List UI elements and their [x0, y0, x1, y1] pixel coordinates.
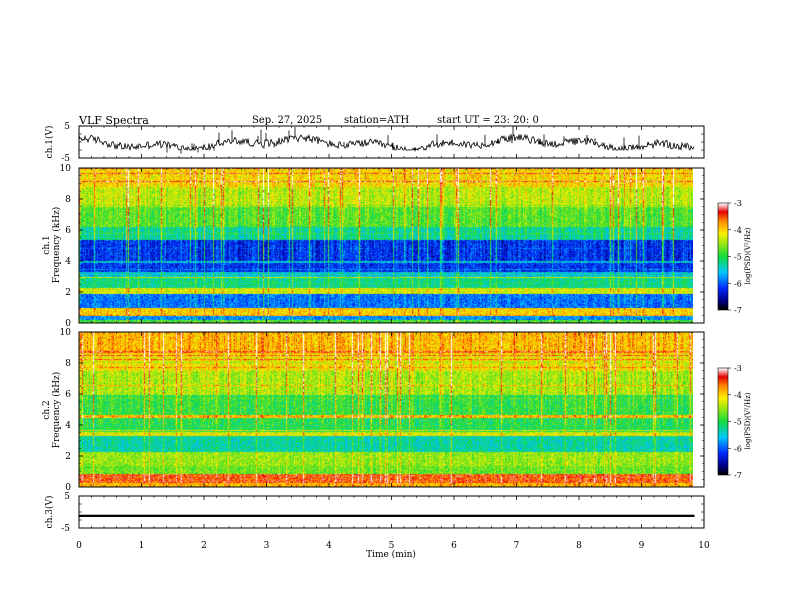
x-tick-label: 10: [698, 541, 710, 551]
ch3-ytick-top: 5: [64, 492, 70, 502]
figure-title: VLF Spectra: [78, 114, 149, 127]
y-tick-label: 8: [65, 359, 71, 369]
ch3-voltage-panel: 5 -5 ch.3(V): [44, 492, 705, 534]
ch1-spectrogram-channel-label: ch.1: [42, 235, 52, 254]
x-tick-label: 0: [76, 541, 82, 551]
ch3-voltage-ylabel: ch.3(V): [44, 496, 55, 529]
ch2-spectrogram-image: [79, 332, 693, 487]
colorbar-tick-label: -7: [734, 471, 742, 480]
ch2-spectrogram-ylabel: Frequency (kHz): [51, 372, 62, 449]
colorbar-tick-label: -4: [734, 226, 742, 235]
y-tick-label: 10: [60, 164, 72, 174]
ch2-spectrogram-channel-label: ch.2: [42, 400, 52, 419]
y-tick-label: 4: [65, 421, 71, 431]
ch1-ytick-top: 5: [64, 122, 70, 132]
ch1-spectrogram-ylabel: Frequency (kHz): [51, 207, 62, 284]
ch2-colorbar-label: log(PSD)(V²/Hz): [744, 392, 752, 449]
x-tick-label: 3: [264, 541, 270, 551]
colorbar-tick-label: -3: [734, 199, 742, 208]
ch3-voltage-frame: [78, 495, 705, 529]
colorbar-tick-label: -5: [734, 253, 742, 262]
start-ut-label: start UT = 23: 20: 0: [437, 115, 539, 126]
station-label: station=ATH: [344, 115, 410, 126]
colorbar-tick-label: -6: [734, 444, 742, 453]
ch1-spectrogram-yticks: 0 2 4 6 8 10: [60, 164, 704, 329]
ch1-colorbar-label: log(PSD)(V²/Hz): [744, 227, 752, 284]
x-tick-label: 2: [201, 541, 207, 551]
ch1-voltage-frame: [78, 125, 705, 159]
x-tick-label: 4: [326, 541, 332, 551]
y-tick-label: 2: [65, 288, 71, 298]
ch1-voltage-panel: 5 -5 ch.1(V): [44, 122, 705, 164]
y-tick-label: 8: [65, 195, 71, 205]
x-tick-label: 8: [576, 541, 582, 551]
y-tick-label: 0: [65, 483, 71, 493]
time-axis-label: Time (min): [366, 549, 416, 560]
x-tick-label: 1: [139, 541, 145, 551]
x-tick-label: 9: [639, 541, 645, 551]
ch3-ytick-bottom: -5: [61, 524, 70, 534]
ch3-voltage-trace: [78, 514, 695, 518]
y-tick-label: 2: [65, 452, 71, 462]
ch1-spectrogram-image: [79, 168, 693, 323]
date-label: Sep. 27, 2025: [252, 115, 322, 126]
y-tick-label: 0: [65, 319, 71, 329]
y-tick-label: 6: [65, 226, 71, 236]
ch1-voltage-ylabel: ch.1(V): [44, 126, 55, 159]
time-axis-ticks: 0 1 2 3 4 5 6 7 8 9 10: [76, 126, 710, 551]
colorbar-tick-label: -3: [734, 364, 742, 373]
x-tick-label: 7: [514, 541, 520, 551]
ch1-voltage-trace: [78, 126, 695, 154]
colorbar-tick-label: -6: [734, 279, 742, 288]
y-tick-label: 10: [60, 328, 72, 338]
ch2-colorbar-ticks: -3 -4 -5 -6 -7: [728, 364, 742, 480]
x-tick-label: 6: [451, 541, 457, 551]
colorbar-tick-label: -7: [734, 306, 742, 315]
colorbar-tick-label: -4: [734, 391, 742, 400]
y-tick-label: 4: [65, 257, 71, 267]
ch2-colorbar: [718, 368, 728, 475]
x-tick-label: 5: [389, 541, 395, 551]
ch1-colorbar-ticks: -3 -4 -5 -6 -7: [728, 199, 742, 315]
y-tick-label: 6: [65, 390, 71, 400]
colorbar-tick-label: -5: [734, 418, 742, 427]
ch1-ytick-bottom: -5: [61, 154, 70, 164]
ch1-colorbar: [718, 203, 728, 310]
